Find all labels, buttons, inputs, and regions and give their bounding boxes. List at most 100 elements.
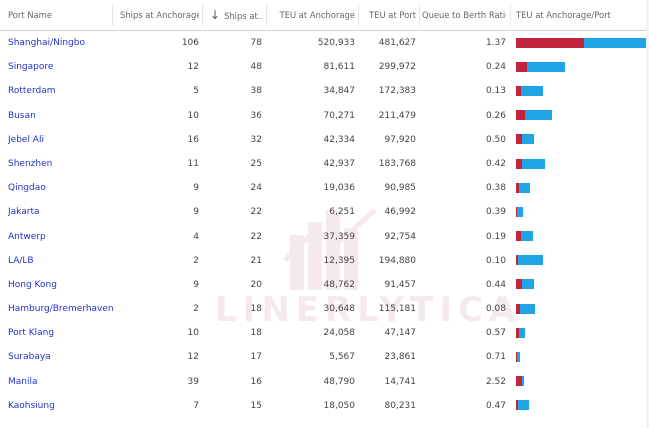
cell-queue-ratio: 2.52	[485, 376, 506, 387]
table-row[interactable]: LA/LB 2 21 12,395 194,880 0.10	[0, 249, 649, 273]
cell-teu-port: 172,383	[378, 86, 416, 97]
table-row[interactable]: Surabaya 12 17 5,567 23,861 0.71	[0, 345, 649, 369]
teu-port-bar	[520, 303, 535, 314]
teu-bar-cell	[516, 176, 646, 200]
teu-anchorage-bar	[516, 279, 523, 290]
cell-teu-anchorage: 5,567	[329, 352, 355, 363]
col-header-teu-port[interactable]: TEU at Port	[369, 10, 416, 20]
col-divider[interactable]	[419, 4, 420, 26]
sort-descending-icon[interactable]: ↓	[210, 8, 221, 22]
cell-ships-port: 32	[250, 134, 262, 145]
cell-teu-anchorage: 42,334	[323, 134, 356, 145]
cell-teu-port: 481,627	[378, 38, 416, 48]
cell-ships-port: 48	[250, 62, 262, 73]
port-name-link[interactable]: Antwerp	[8, 231, 46, 242]
cell-ships-anchorage: 106	[181, 38, 199, 48]
cell-ships-anchorage: 16	[187, 134, 199, 145]
teu-anchorage-bar	[516, 376, 523, 387]
col-header-queue-ratio[interactable]: Queue to Berth Ratio	[422, 10, 506, 20]
port-name-link[interactable]: Jebel Ali	[8, 134, 44, 145]
teu-bar-cell	[516, 31, 646, 55]
teu-bar-cell	[516, 297, 646, 321]
table-row[interactable]: Busan 10 36 70,271 211,479 0.26	[0, 104, 649, 128]
cell-teu-anchorage: 30,648	[323, 304, 356, 315]
cell-teu-anchorage: 70,271	[323, 110, 356, 121]
teu-anchorage-bar	[516, 134, 522, 145]
col-header-teu-anchorage[interactable]: TEU at Anchorage	[279, 10, 355, 20]
col-divider[interactable]	[358, 4, 359, 26]
port-name-link[interactable]: Shanghai/Ningbo	[8, 38, 85, 48]
table-row[interactable]: Manila 39 16 48,790 14,741 2.52	[0, 370, 649, 394]
port-name-link[interactable]: Busan	[8, 110, 36, 121]
cell-ships-anchorage: 11	[187, 158, 199, 169]
teu-anchorage-bar	[516, 61, 527, 72]
cell-ships-port: 25	[250, 158, 262, 169]
cell-ships-anchorage: 10	[187, 328, 199, 339]
cell-teu-anchorage: 12,395	[323, 255, 356, 266]
port-name-link[interactable]: Rotterdam	[8, 86, 56, 97]
port-name-link[interactable]: Singapore	[8, 62, 54, 73]
cell-queue-ratio: 0.47	[485, 400, 506, 411]
table-row[interactable]: Port Klang 10 18 24,058 47,147 0.57	[0, 321, 649, 345]
teu-anchorage-bar	[516, 327, 520, 338]
teu-anchorage-bar	[516, 352, 517, 363]
cell-queue-ratio: 0.26	[485, 110, 506, 121]
table-row[interactable]: Jakarta 9 22 6,251 46,992 0.39	[0, 200, 649, 224]
table-row[interactable]: Antwerp 4 22 37,359 92,754 0.19	[0, 225, 649, 249]
port-name-link[interactable]: Port Klang	[8, 328, 55, 339]
table-row[interactable]: Kaohsiung 7 15 18,050 80,231 0.47	[0, 394, 649, 418]
table-row[interactable]: Jebel Ali 16 32 42,334 97,920 0.50	[0, 128, 649, 152]
port-name-link[interactable]: Surabaya	[8, 352, 51, 363]
cell-ships-port: 78	[250, 38, 262, 48]
teu-anchorage-bar	[516, 303, 520, 314]
port-name-link[interactable]: LA/LB	[8, 255, 34, 266]
table-row[interactable]: Singapore 12 48 81,611 299,972 0.24	[0, 55, 649, 79]
teu-port-bar	[517, 255, 543, 266]
col-divider[interactable]	[266, 4, 267, 26]
cell-queue-ratio: 0.19	[485, 231, 506, 242]
cell-teu-anchorage: 18,050	[323, 400, 356, 411]
port-name-link[interactable]: Manila	[8, 376, 38, 387]
table-row[interactable]: Qingdao 9 24 19,036 90,985 0.38	[0, 176, 649, 200]
col-divider[interactable]	[112, 4, 113, 26]
port-name-link[interactable]: Jakarta	[8, 207, 40, 218]
col-divider[interactable]	[510, 4, 511, 26]
table-row[interactable]: Shenzhen 11 25 42,937 183,768 0.42	[0, 152, 649, 176]
col-header-port-name[interactable]: Port Name	[8, 10, 52, 20]
col-header-teu-bar[interactable]: TEU at Anchorage/Port	[516, 10, 611, 20]
teu-bar-cell	[516, 273, 646, 297]
scrollbar-track[interactable]	[646, 0, 649, 428]
col-header-ships-anchorage[interactable]: Ships at Anchorage	[120, 10, 199, 20]
col-header-ships-port[interactable]: ↓ Ships at...	[210, 0, 262, 30]
cell-teu-anchorage: 24,058	[323, 328, 356, 339]
cell-ships-anchorage: 5	[193, 86, 199, 97]
table-row[interactable]: Hamburg/Bremerhaven 2 18 30,648 115,181 0.08	[0, 297, 649, 321]
table-row[interactable]: Hong Kong 9 20 48,762 91,457 0.44	[0, 273, 649, 297]
cell-ships-port: 22	[250, 231, 262, 242]
port-name-link[interactable]: Hamburg/Bremerhaven	[8, 304, 114, 315]
col-header-ships-port-label: Ships at...	[224, 11, 262, 21]
cell-teu-port: 14,741	[384, 376, 417, 387]
cell-teu-port: 80,231	[384, 400, 417, 411]
teu-anchorage-bar	[516, 85, 521, 96]
cell-teu-port: 90,985	[384, 183, 417, 194]
cell-queue-ratio: 1.37	[485, 38, 506, 48]
cell-ships-anchorage: 9	[193, 279, 199, 290]
port-name-link[interactable]: Qingdao	[8, 183, 46, 194]
cell-queue-ratio: 0.13	[485, 86, 506, 97]
teu-port-bar	[526, 61, 566, 72]
port-name-link[interactable]: Hong Kong	[8, 279, 57, 290]
table-body: Shanghai/Ningbo 106 78 520,933 481,627 1.37 Si…	[0, 31, 649, 418]
teu-bar-cell	[516, 104, 646, 128]
port-name-link[interactable]: Shenzhen	[8, 158, 53, 169]
table-row[interactable]: Shanghai/Ningbo 106 78 520,933 481,627 1.37	[0, 31, 649, 55]
cell-ships-anchorage: 4	[193, 231, 199, 242]
teu-anchorage-bar	[516, 206, 517, 217]
teu-bar-cell	[516, 225, 646, 249]
table-row[interactable]: Rotterdam 5 38 34,847 172,383 0.13	[0, 79, 649, 103]
port-name-link[interactable]: Kaohsiung	[8, 400, 55, 411]
col-divider[interactable]	[202, 4, 203, 26]
teu-anchorage-bar	[516, 255, 518, 266]
cell-teu-port: 92,754	[384, 231, 417, 242]
cell-teu-anchorage: 19,036	[323, 183, 356, 194]
